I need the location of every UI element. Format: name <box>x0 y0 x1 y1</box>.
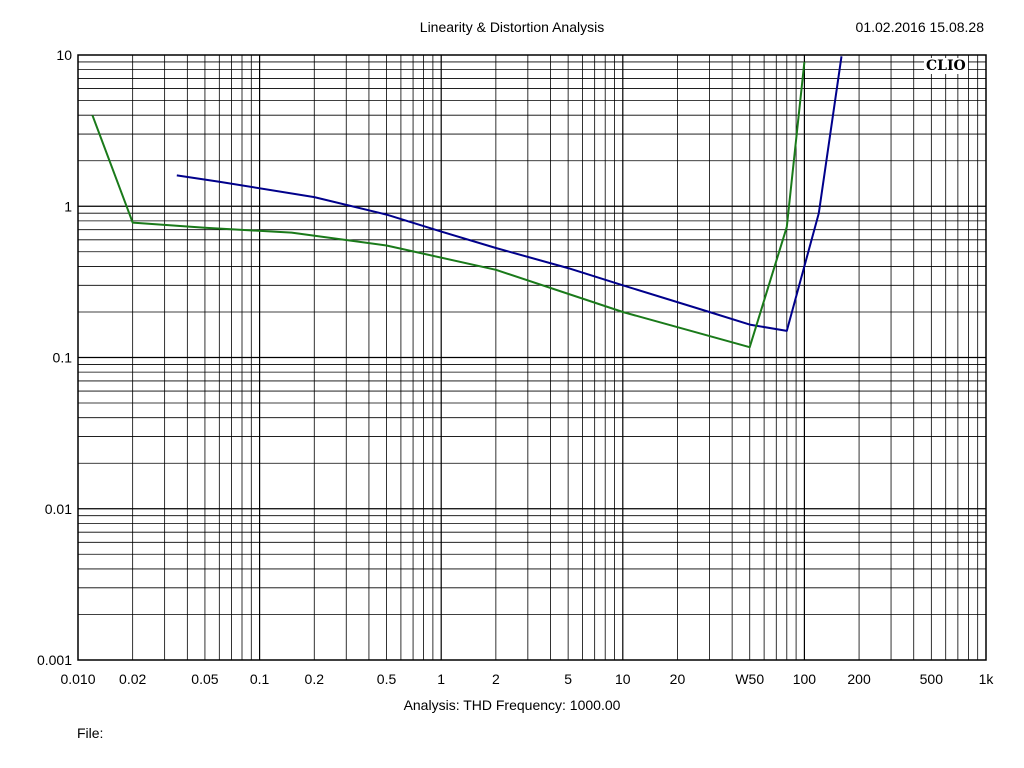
series-line-2 <box>91 61 806 349</box>
timestamp: 01.02.2016 15.08.28 <box>855 19 984 35</box>
series-line-1 <box>176 56 843 332</box>
y-tick-labels: 0.001 0.01 0.1 1 10 <box>37 47 72 668</box>
x-tick-label: 0.010 <box>60 671 95 687</box>
plot-frame <box>77 54 987 661</box>
x-tick-label: 1k <box>979 671 995 687</box>
x-tick-label: 20 <box>670 671 686 687</box>
x-tick-label: 500 <box>920 671 944 687</box>
x-tick-label: 5 <box>564 671 572 687</box>
x-tick-label: 200 <box>847 671 871 687</box>
x-tick-label: 0.1 <box>250 671 270 687</box>
y-tick-label: 0.1 <box>53 350 73 366</box>
x-tick-label: 2 <box>492 671 500 687</box>
file-label: File: <box>77 725 104 741</box>
y-tick-label: 0.01 <box>45 501 72 517</box>
x-tick-label: 100 <box>793 671 817 687</box>
clio-logo: CLIO <box>924 58 968 74</box>
y-tick-label: 1 <box>64 198 72 214</box>
x-tick-label: 0.05 <box>191 671 218 687</box>
x-tick-label: 0.5 <box>377 671 397 687</box>
x-tick-label: 0.2 <box>305 671 325 687</box>
series-layer <box>91 56 843 349</box>
x-tick-label: W50 <box>735 671 764 687</box>
analysis-caption: Analysis: THD Frequency: 1000.00 <box>403 697 621 713</box>
x-tick-labels: 0.010 0.02 0.05 0.1 0.2 0.5 1 2 5 10 20 W50 100 200 50… <box>60 671 994 687</box>
chart-title: Linearity & Distortion Analysis <box>419 19 605 35</box>
grid-major <box>78 55 986 660</box>
x-tick-label: 1 <box>437 671 445 687</box>
x-tick-label: 10 <box>615 671 631 687</box>
y-tick-label: 0.001 <box>37 652 72 668</box>
y-tick-label: 10 <box>56 47 72 63</box>
x-tick-label: 0.02 <box>119 671 146 687</box>
